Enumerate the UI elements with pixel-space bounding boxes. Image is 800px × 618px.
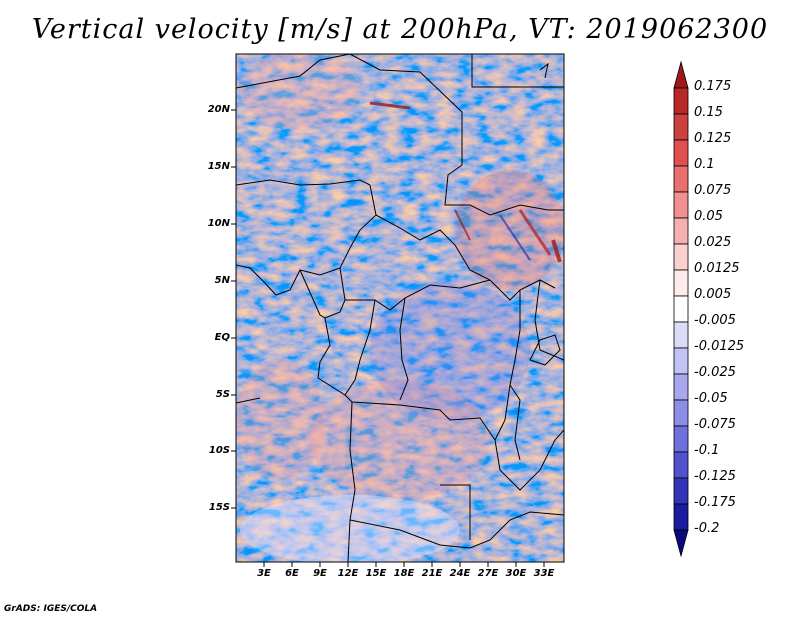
colorbar-label: 0.05	[694, 209, 723, 224]
colorbar-segment	[673, 295, 689, 323]
colorbar-segment	[673, 451, 689, 479]
colorbar-segment	[673, 243, 689, 271]
lon-label-9e: 9E	[313, 568, 327, 579]
colorbar-label: 0.025	[694, 235, 732, 250]
colorbar	[673, 60, 689, 558]
map-title: Vertical velocity [m/s] at 200hPa, VT: 2…	[31, 14, 769, 45]
colorbar-segment	[673, 477, 689, 505]
colorbar-segment	[673, 87, 689, 115]
colorbar-segment	[673, 425, 689, 453]
colorbar-label: 0.005	[694, 287, 732, 302]
latitude-ticks	[231, 109, 236, 509]
velocity-field	[236, 54, 564, 562]
colorbar-label: -0.075	[694, 417, 736, 432]
lon-label-18e: 18E	[393, 568, 415, 579]
lon-label-24e: 24E	[449, 568, 471, 579]
colorbar-segment	[673, 321, 689, 349]
lon-label-21e: 21E	[421, 568, 443, 579]
lat-label-20n: 20N	[207, 104, 230, 115]
colorbar-label: 0.15	[694, 105, 723, 120]
lat-label-eq: EQ	[214, 332, 230, 343]
colorbar-segment	[673, 217, 689, 245]
colorbar-label: -0.1	[694, 443, 720, 458]
lat-label-15n: 15N	[207, 161, 230, 172]
lon-label-12e: 12E	[337, 568, 359, 579]
colorbar-label: -0.005	[694, 313, 736, 328]
colorbar-segment	[673, 191, 689, 219]
lon-label-27e: 27E	[477, 568, 499, 579]
country-borders	[236, 54, 564, 562]
map-frame	[235, 53, 565, 563]
colorbar-segment	[673, 165, 689, 193]
colorbar-segment	[673, 373, 689, 401]
colorbar-label: -0.125	[694, 469, 736, 484]
lon-label-3e: 3E	[257, 568, 271, 579]
colorbar-segment	[673, 399, 689, 427]
lon-label-15e: 15E	[365, 568, 387, 579]
colorbar-segment	[673, 269, 689, 297]
lat-label-5s: 5S	[215, 389, 230, 400]
colorbar-label: -0.05	[694, 391, 728, 406]
colorbar-label: 0.1	[694, 157, 715, 172]
lat-label-10n: 10N	[207, 218, 230, 229]
colorbar-label: 0.0125	[694, 261, 740, 276]
longitude-ticks	[263, 562, 545, 567]
colorbar-label: -0.025	[694, 365, 736, 380]
colorbar-label: 0.075	[694, 183, 732, 198]
colorbar-label: -0.175	[694, 495, 736, 510]
colorbar-label: 0.175	[694, 79, 732, 94]
lon-label-6e: 6E	[285, 568, 299, 579]
lon-label-33e: 33E	[533, 568, 555, 579]
colorbar-segment	[673, 347, 689, 375]
colorbar-segment	[673, 139, 689, 167]
lat-label-10s: 10S	[208, 445, 230, 456]
colorbar-segment	[673, 503, 689, 531]
lon-label-30e: 30E	[505, 568, 527, 579]
colorbar-segment	[673, 529, 689, 558]
lat-label-15s: 15S	[208, 502, 230, 513]
lat-label-5n: 5N	[214, 275, 230, 286]
grads-credit: GrADS: IGES/COLA	[4, 604, 98, 614]
colorbar-label: -0.0125	[694, 339, 745, 354]
colorbar-segment	[673, 113, 689, 141]
colorbar-segment	[673, 60, 689, 89]
colorbar-label: 0.125	[694, 131, 732, 146]
colorbar-label: -0.2	[694, 521, 720, 536]
